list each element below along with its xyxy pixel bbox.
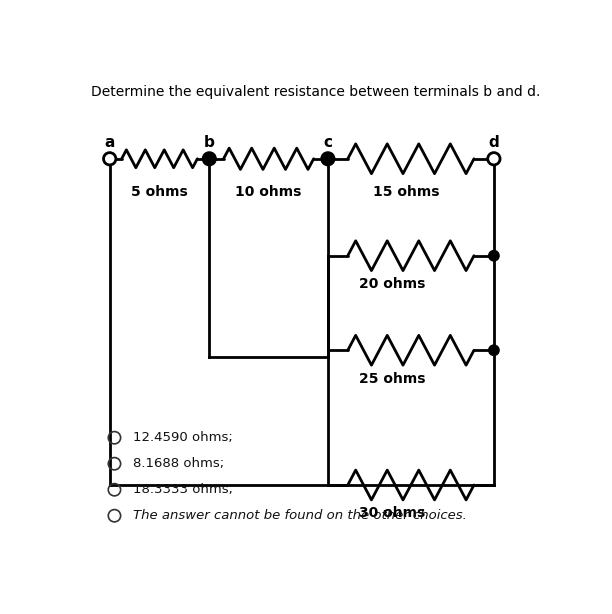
Circle shape	[488, 251, 499, 261]
Text: b: b	[204, 135, 215, 150]
Text: The answer cannot be found on the other choices.: The answer cannot be found on the other …	[133, 509, 468, 523]
Text: Determine the equivalent resistance between terminals b and d.: Determine the equivalent resistance betw…	[91, 85, 540, 99]
Text: 12.4590 ohms;: 12.4590 ohms;	[133, 431, 233, 444]
Text: 5 ohms: 5 ohms	[131, 185, 188, 199]
Circle shape	[204, 154, 215, 164]
Circle shape	[488, 153, 500, 165]
Circle shape	[103, 153, 116, 165]
Circle shape	[323, 154, 333, 164]
Text: c: c	[323, 135, 332, 150]
Text: 20 ohms: 20 ohms	[359, 277, 425, 291]
Text: d: d	[488, 135, 499, 150]
Text: 18.3333 ohms;: 18.3333 ohms;	[133, 483, 233, 496]
Circle shape	[322, 153, 334, 165]
Text: a: a	[105, 135, 115, 150]
Circle shape	[488, 345, 499, 356]
Text: 25 ohms: 25 ohms	[359, 371, 425, 386]
Circle shape	[203, 153, 215, 165]
Text: 30 ohms: 30 ohms	[359, 507, 425, 520]
Text: 10 ohms: 10 ohms	[236, 185, 302, 199]
Text: 15 ohms: 15 ohms	[373, 185, 439, 199]
Text: 8.1688 ohms;: 8.1688 ohms;	[133, 457, 225, 470]
